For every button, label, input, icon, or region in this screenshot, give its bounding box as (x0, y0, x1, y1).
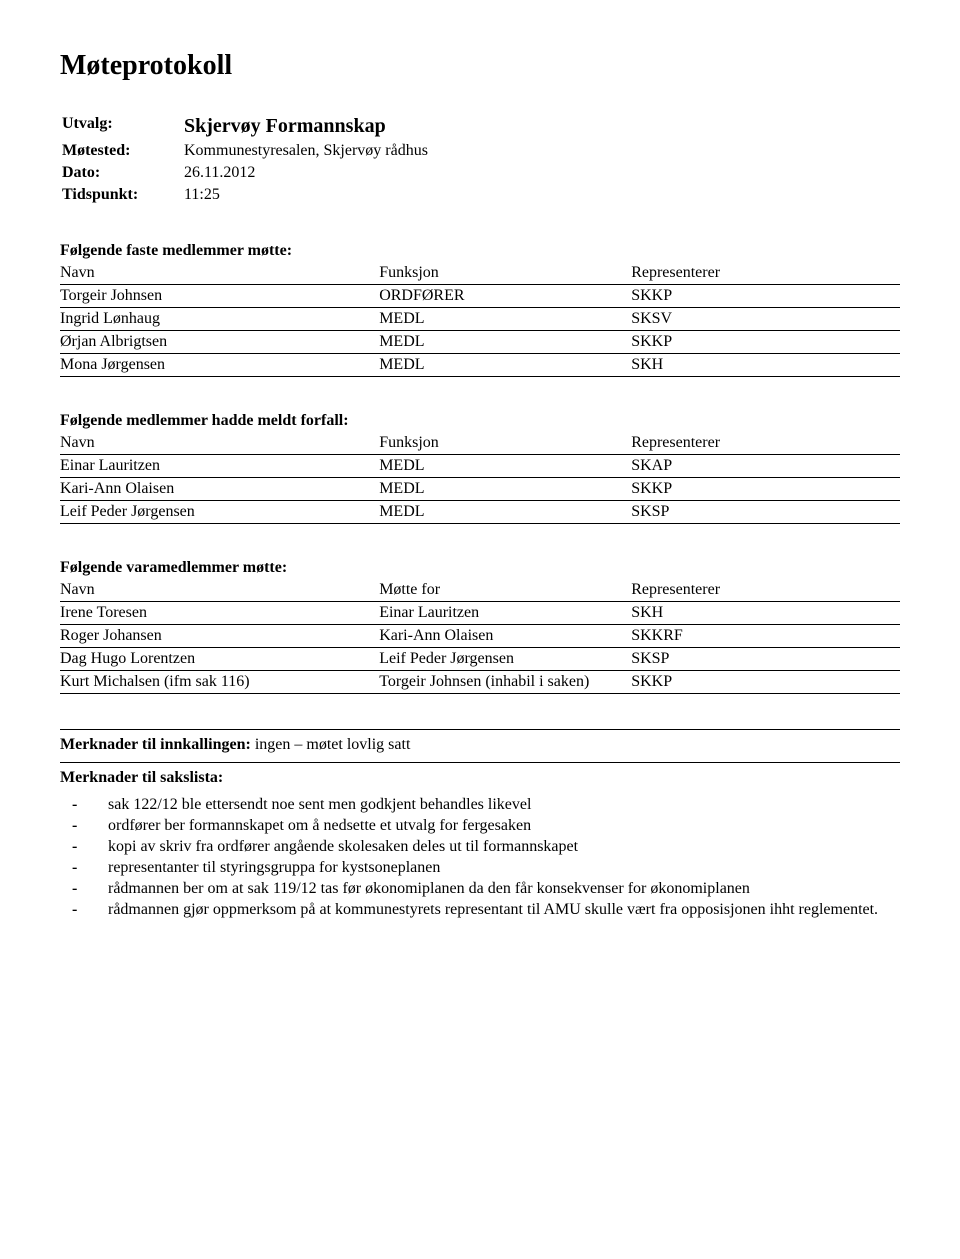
table-row: Dag Hugo Lorentzen Leif Peder Jørgensen … (60, 648, 900, 671)
cell-name: Dag Hugo Lorentzen (60, 648, 379, 671)
cell-func: MEDL (379, 455, 631, 478)
attendees-table: Navn Funksjon Representerer Torgeir John… (60, 262, 900, 377)
cell-rep: SKSP (631, 501, 900, 524)
cell-func: MEDL (379, 331, 631, 354)
cell-name: Mona Jørgensen (60, 354, 379, 377)
absent-header-rep: Representerer (631, 432, 900, 455)
heading-absent: Følgende medlemmer hadde meldt forfall: (60, 412, 900, 430)
cell-func: ORDFØRER (379, 285, 631, 308)
label-dato: Dato: (62, 163, 182, 183)
absent-header-name: Navn (60, 432, 379, 455)
table-row: Leif Peder Jørgensen MEDL SKSP (60, 501, 900, 524)
value-tidspunkt: 11:25 (184, 185, 428, 205)
list-item: sak 122/12 ble ettersendt noe sent men g… (90, 795, 900, 815)
cell-for: Leif Peder Jørgensen (379, 648, 631, 671)
cell-name: Kari-Ann Olaisen (60, 478, 379, 501)
list-item: kopi av skriv fra ordfører angående skol… (90, 837, 900, 857)
remarks-call-label: Merknader til innkallingen: (60, 736, 251, 753)
cell-rep: SKKP (631, 285, 900, 308)
label-motested: Møtested: (62, 141, 182, 161)
value-utvalg: Skjervøy Formannskap (184, 114, 428, 139)
cell-name: Roger Johansen (60, 625, 379, 648)
meeting-meta: Utvalg: Skjervøy Formannskap Møtested: K… (60, 112, 430, 207)
label-utvalg: Utvalg: (62, 114, 182, 139)
cell-rep: SKH (631, 354, 900, 377)
heading-attendees: Følgende faste medlemmer møtte: (60, 242, 900, 260)
cell-for: Einar Lauritzen (379, 602, 631, 625)
remarks-list: sak 122/12 ble ettersendt noe sent men g… (60, 795, 900, 920)
absent-header-func: Funksjon (379, 432, 631, 455)
table-row: Ingrid Lønhaug MEDL SKSV (60, 308, 900, 331)
table-row: Irene Toresen Einar Lauritzen SKH (60, 602, 900, 625)
cell-name: Kurt Michalsen (ifm sak 116) (60, 671, 379, 694)
table-row: Ørjan Albrigtsen MEDL SKKP (60, 331, 900, 354)
cell-for: Torgeir Johnsen (inhabil i saken) (379, 671, 631, 694)
cell-rep: SKKP (631, 671, 900, 694)
table-row: Mona Jørgensen MEDL SKH (60, 354, 900, 377)
table-row: Einar Lauritzen MEDL SKAP (60, 455, 900, 478)
cell-rep: SKH (631, 602, 900, 625)
cell-for: Kari-Ann Olaisen (379, 625, 631, 648)
subs-header-for: Møtte for (379, 579, 631, 602)
cell-name: Einar Lauritzen (60, 455, 379, 478)
cell-func: MEDL (379, 354, 631, 377)
list-item: rådmannen ber om at sak 119/12 tas før ø… (90, 879, 900, 899)
cell-rep: SKKRF (631, 625, 900, 648)
divider (60, 762, 900, 763)
list-item: ordfører ber formannskapet om å nedsette… (90, 816, 900, 836)
remarks-call-text: ingen – møtet lovlig satt (251, 736, 411, 753)
list-item: rådmannen gjør oppmerksom på at kommunes… (90, 900, 900, 920)
cell-func: MEDL (379, 501, 631, 524)
table-row: Kurt Michalsen (ifm sak 116) Torgeir Joh… (60, 671, 900, 694)
label-tidspunkt: Tidspunkt: (62, 185, 182, 205)
cell-func: MEDL (379, 478, 631, 501)
table-row: Kari-Ann Olaisen MEDL SKKP (60, 478, 900, 501)
cell-rep: SKKP (631, 478, 900, 501)
divider (60, 729, 900, 730)
value-dato: 26.11.2012 (184, 163, 428, 183)
attendees-header-rep: Representerer (631, 262, 900, 285)
remarks-call: Merknader til innkallingen: ingen – møte… (60, 736, 900, 754)
cell-name: Ørjan Albrigtsen (60, 331, 379, 354)
remarks-section: Merknader til innkallingen: ingen – møte… (60, 729, 900, 920)
table-row: Torgeir Johnsen ORDFØRER SKKP (60, 285, 900, 308)
cell-name: Leif Peder Jørgensen (60, 501, 379, 524)
list-item: representanter til styringsgruppa for ky… (90, 858, 900, 878)
page-title: Møteprotokoll (60, 50, 900, 82)
subs-header-rep: Representerer (631, 579, 900, 602)
attendees-header-name: Navn (60, 262, 379, 285)
cell-name: Torgeir Johnsen (60, 285, 379, 308)
heading-subs: Følgende varamedlemmer møtte: (60, 559, 900, 577)
cell-rep: SKSP (631, 648, 900, 671)
subs-table: Navn Møtte for Representerer Irene Tores… (60, 579, 900, 694)
cell-name: Irene Toresen (60, 602, 379, 625)
cell-rep: SKSV (631, 308, 900, 331)
cell-name: Ingrid Lønhaug (60, 308, 379, 331)
cell-rep: SKAP (631, 455, 900, 478)
attendees-header-func: Funksjon (379, 262, 631, 285)
cell-rep: SKKP (631, 331, 900, 354)
subs-header-name: Navn (60, 579, 379, 602)
value-motested: Kommunestyresalen, Skjervøy rådhus (184, 141, 428, 161)
remarks-list-label: Merknader til sakslista: (60, 769, 900, 787)
absent-table: Navn Funksjon Representerer Einar Laurit… (60, 432, 900, 524)
cell-func: MEDL (379, 308, 631, 331)
table-row: Roger Johansen Kari-Ann Olaisen SKKRF (60, 625, 900, 648)
